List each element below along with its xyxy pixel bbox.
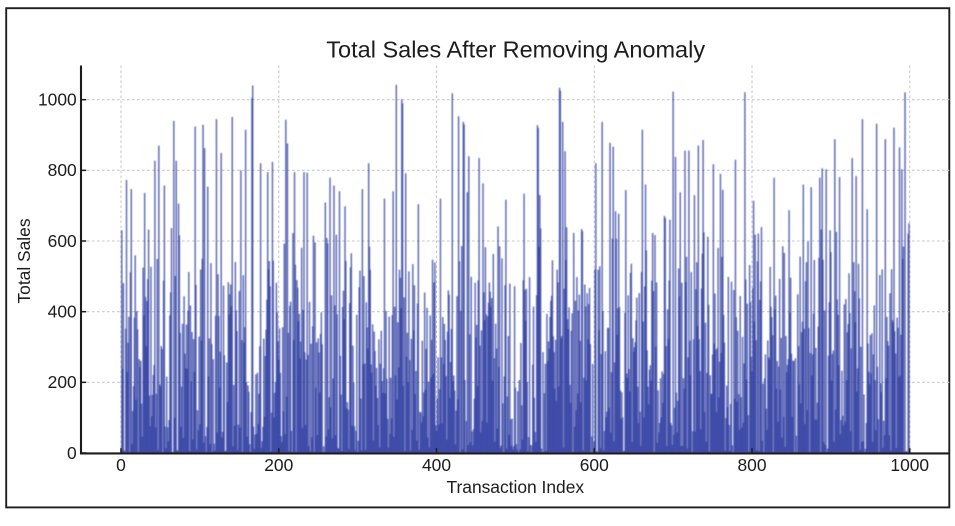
svg-text:600: 600 (48, 231, 77, 251)
svg-text:1000: 1000 (890, 455, 929, 475)
svg-text:Total Sales: Total Sales (14, 218, 34, 303)
svg-text:Transaction Index: Transaction Index (447, 477, 585, 497)
svg-text:0: 0 (67, 443, 77, 463)
svg-text:400: 400 (48, 302, 77, 322)
svg-text:200: 200 (48, 372, 77, 392)
svg-text:800: 800 (48, 160, 77, 180)
svg-text:200: 200 (264, 455, 293, 475)
svg-text:1000: 1000 (38, 90, 77, 110)
svg-text:600: 600 (580, 455, 609, 475)
svg-text:400: 400 (422, 455, 451, 475)
svg-text:0: 0 (116, 455, 126, 475)
svg-text:Total Sales After Removing Ano: Total Sales After Removing Anomaly (326, 37, 705, 63)
svg-text:800: 800 (738, 455, 767, 475)
